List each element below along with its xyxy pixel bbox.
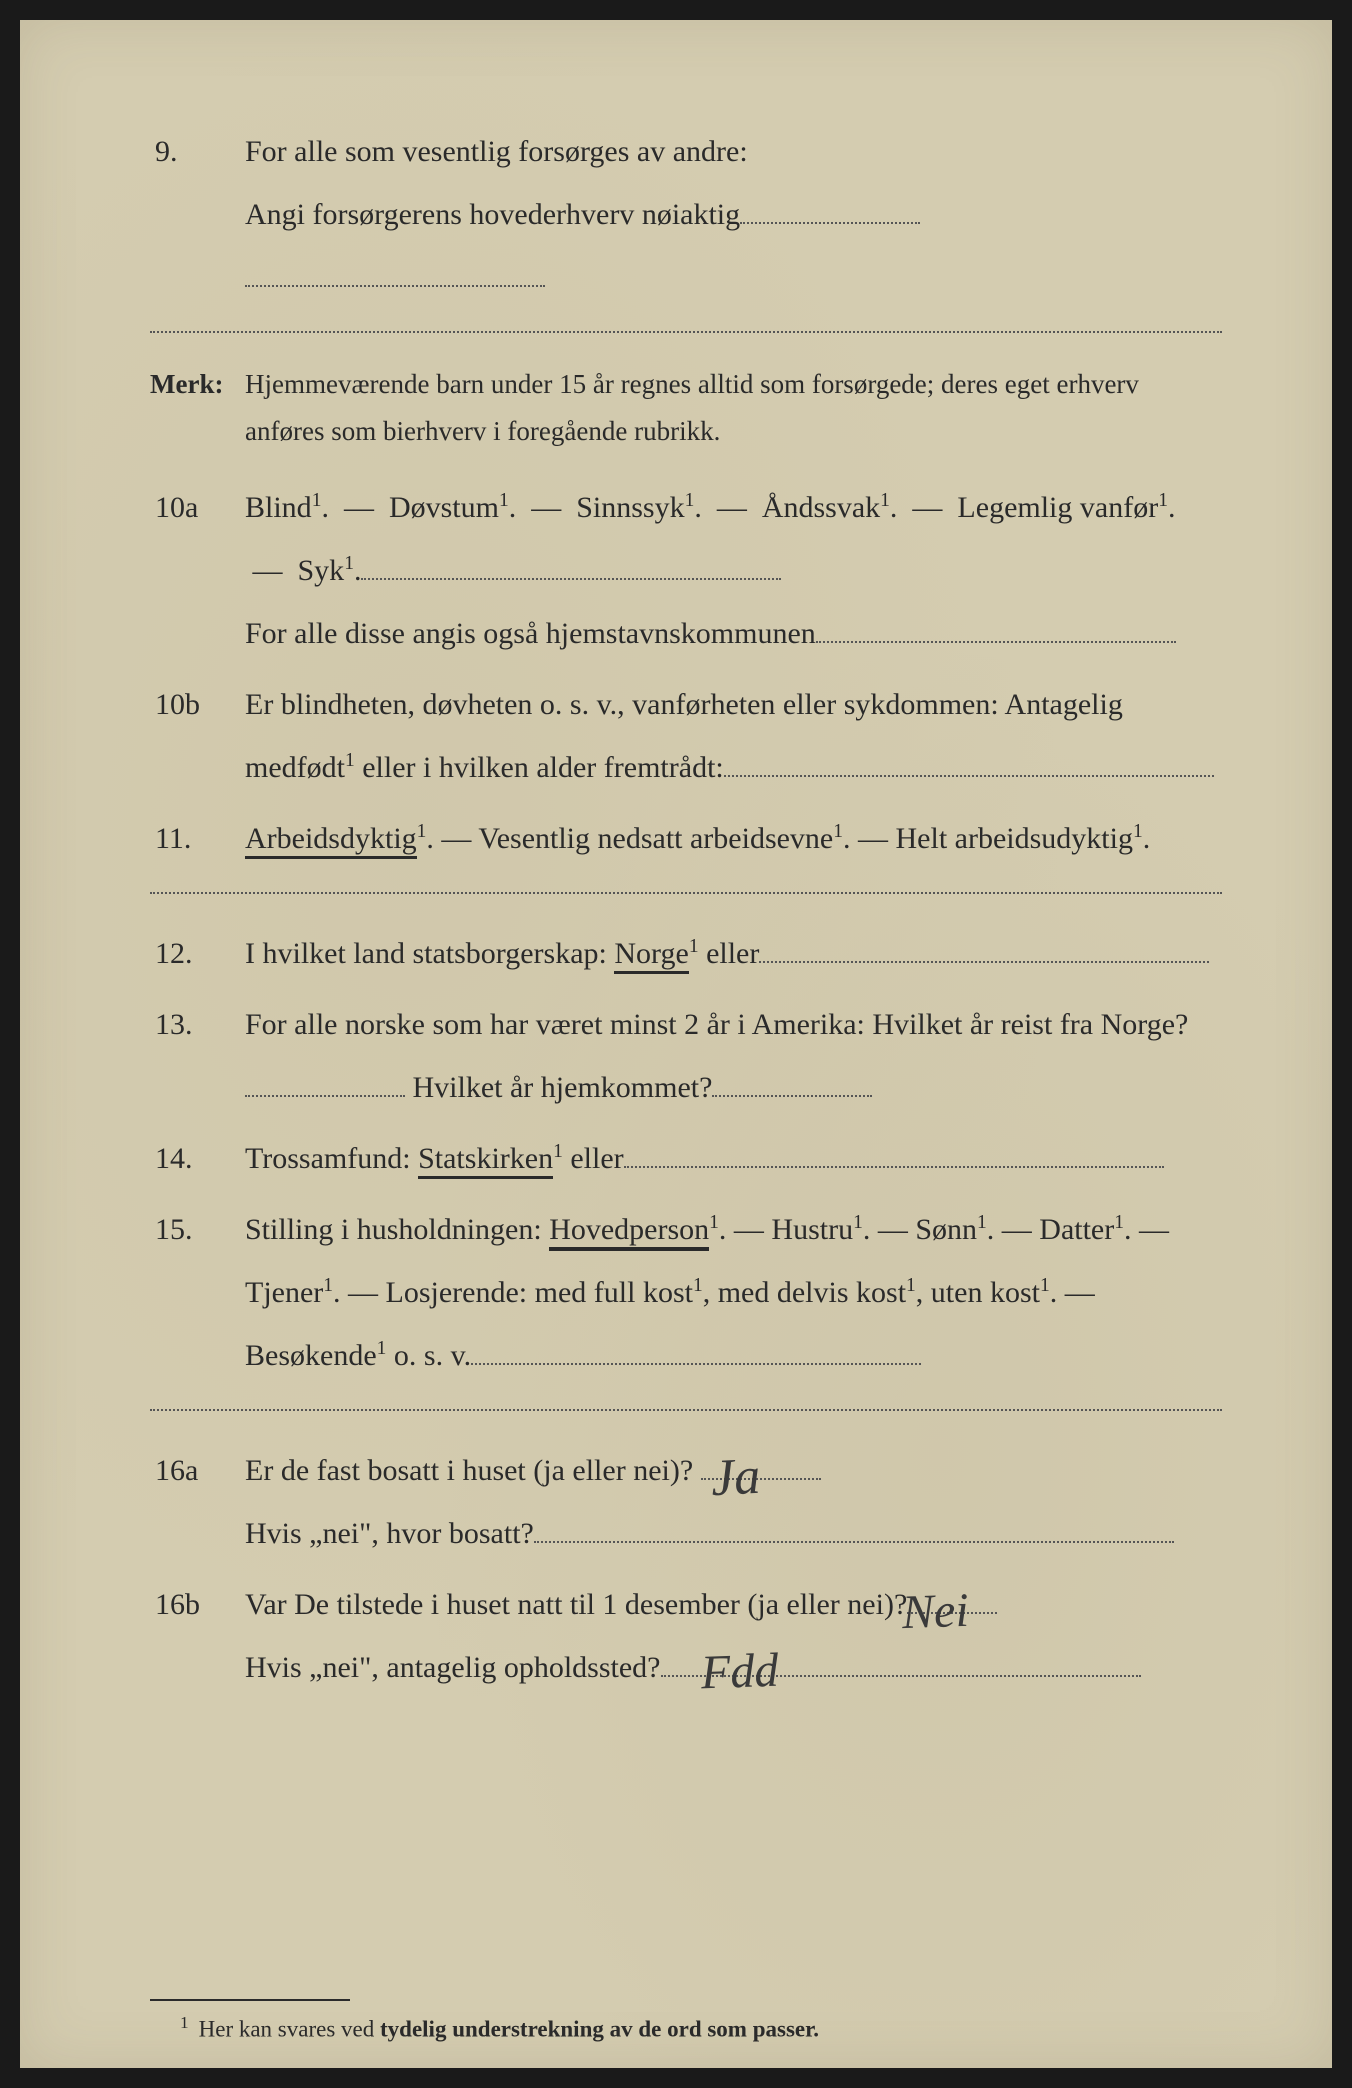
q14-after: eller (563, 1142, 624, 1175)
question-13: 13. For alle norske som har været minst … (150, 993, 1222, 1119)
question-16a: 16a Er de fast bosatt i huset (ja eller … (150, 1439, 1222, 1565)
footnote-rule (150, 1999, 350, 2001)
q14-content: Trossamfund: Statskirken1 eller (245, 1127, 1222, 1190)
q15-r9: o. s. v. (386, 1339, 471, 1372)
divider (150, 892, 1222, 894)
q10b-content: Er blindheten, døvheten o. s. v., vanfør… (245, 673, 1222, 799)
q15-number: 15. (150, 1198, 245, 1387)
fill-line[interactable] (724, 750, 1214, 777)
q15-r7: , uten kost (916, 1276, 1040, 1309)
q15-content: Stilling i husholdningen: Hovedperson1. … (245, 1198, 1222, 1387)
fill-line[interactable] (624, 1141, 1164, 1168)
answer-field[interactable]: Ja (701, 1453, 821, 1480)
q9-line1: For alle som vesentlig forsørges av andr… (245, 135, 748, 168)
fill-line[interactable] (759, 936, 1209, 963)
q11-content: Arbeidsdyktig1. — Vesentlig nedsatt arbe… (245, 807, 1222, 870)
question-9: 9. For alle som vesentlig forsørges av a… (150, 120, 1222, 309)
q13-number: 13. (150, 993, 245, 1119)
q15-label: Stilling i husholdningen: (245, 1213, 549, 1246)
handwritten-nei: Nei (901, 1560, 971, 1663)
opt-dovstum: Døvstum (389, 491, 499, 524)
q16a-sub: Hvis „nei", hvor bosatt? (245, 1517, 534, 1550)
fill-line[interactable] (245, 260, 545, 287)
opt-blind: Blind (245, 491, 312, 524)
q12-selected: Norge (614, 937, 688, 974)
question-15: 15. Stilling i husholdningen: Hovedperso… (150, 1198, 1222, 1387)
q10a-number: 10a (150, 476, 245, 665)
opt-andssvak: Åndssvak (762, 491, 880, 524)
q16b-sub: Hvis „nei", antagelig opholdssted? (245, 1651, 661, 1684)
opt-sinnssyk: Sinnssyk (576, 491, 684, 524)
q9-content: For alle som vesentlig forsørges av andr… (245, 120, 1222, 309)
fill-line[interactable] (471, 1338, 921, 1365)
q15-r1: . — Hustru (719, 1213, 853, 1246)
q12-content: I hvilket land statsborgerskap: Norge1 e… (245, 922, 1222, 985)
opt-legemlig: Legemlig vanfør (957, 491, 1158, 524)
q16a-q: Er de fast bosatt i huset (ja eller nei)… (245, 1454, 701, 1487)
fill-line[interactable] (534, 1516, 1174, 1543)
question-11: 11. Arbeidsdyktig1. — Vesentlig nedsatt … (150, 807, 1222, 870)
question-10b: 10b Er blindheten, døvheten o. s. v., va… (150, 673, 1222, 799)
q10b-text2: eller i hvilken alder fremtrådt: (355, 751, 724, 784)
q11-mid: — Vesentlig nedsatt arbeidsevne (434, 822, 833, 855)
footnote-text: Her kan svares ved (199, 2016, 380, 2041)
fill-line[interactable] (361, 553, 781, 580)
q15-r6: , med delvis kost (703, 1276, 906, 1309)
q11-selected: Arbeidsdyktig (245, 822, 417, 859)
merk-label: Merk: (150, 361, 245, 456)
q13-content: For alle norske som har været minst 2 år… (245, 993, 1222, 1119)
q15-r3: . — Datter (987, 1213, 1114, 1246)
q10a-tail: For alle disse angis også hjemstavnskomm… (245, 617, 816, 650)
q16a-content: Er de fast bosatt i huset (ja eller nei)… (245, 1439, 1222, 1565)
q13-text2: Hvilket år hjemkommet? (405, 1071, 712, 1104)
footnote-bold: tydelig understrekning av de ord som pas… (380, 2016, 819, 2041)
q10b-number: 10b (150, 673, 245, 799)
fill-line[interactable] (712, 1070, 872, 1097)
q15-r5: . — Losjerende: med full kost (333, 1276, 693, 1309)
q14-label: Trossamfund: (245, 1142, 418, 1175)
q15-r2: . — Sønn (863, 1213, 977, 1246)
q11-number: 11. (150, 807, 245, 870)
opt-syk: Syk (298, 554, 345, 587)
fill-line[interactable] (816, 616, 1176, 643)
q12-text: I hvilket land statsborgerskap: (245, 937, 614, 970)
fill-line[interactable] (740, 197, 920, 224)
q16a-number: 16a (150, 1439, 245, 1565)
q9-line2: Angi forsørgerens hovederhverv nøiaktig (245, 198, 740, 231)
merk-text: Hjemmeværende barn under 15 år regnes al… (245, 361, 1222, 456)
question-12: 12. I hvilket land statsborgerskap: Norg… (150, 922, 1222, 985)
fill-line[interactable] (245, 1070, 405, 1097)
q12-number: 12. (150, 922, 245, 985)
q16b-content: Var De tilstede i huset natt til 1 desem… (245, 1573, 1222, 1699)
handwritten-ja: Ja (708, 1421, 763, 1533)
divider (150, 1409, 1222, 1411)
q12-after: eller (699, 937, 760, 970)
census-form-page: 9. For alle som vesentlig forsørges av a… (20, 20, 1332, 2068)
handwritten-place: Fdd (699, 1620, 780, 1723)
q11-end: . — Helt arbeidsudyktig (843, 822, 1133, 855)
q13-text1: For alle norske som har været minst 2 år… (245, 1008, 1188, 1041)
answer-field[interactable]: Nei (907, 1587, 997, 1614)
q10a-content: Blind1. — Døvstum1. — Sinnssyk1. — Åndss… (245, 476, 1222, 665)
q15-selected: Hovedperson (549, 1213, 709, 1251)
footnote: 1 Her kan svares ved tydelig understrekni… (150, 2013, 1222, 2043)
q14-selected: Statskirken (418, 1142, 553, 1179)
q9-number: 9. (150, 120, 245, 309)
q14-number: 14. (150, 1127, 245, 1190)
divider (150, 331, 1222, 333)
q16b-q: Var De tilstede i huset natt til 1 desem… (245, 1588, 907, 1621)
question-10a: 10a Blind1. — Døvstum1. — Sinnssyk1. — Å… (150, 476, 1222, 665)
merk-note: Merk: Hjemmeværende barn under 15 år reg… (150, 361, 1222, 456)
question-16b: 16b Var De tilstede i huset natt til 1 d… (150, 1573, 1222, 1699)
q16b-number: 16b (150, 1573, 245, 1699)
answer-field[interactable]: Fdd (661, 1650, 1141, 1677)
question-14: 14. Trossamfund: Statskirken1 eller (150, 1127, 1222, 1190)
footnote-num: 1 (180, 2013, 189, 2032)
